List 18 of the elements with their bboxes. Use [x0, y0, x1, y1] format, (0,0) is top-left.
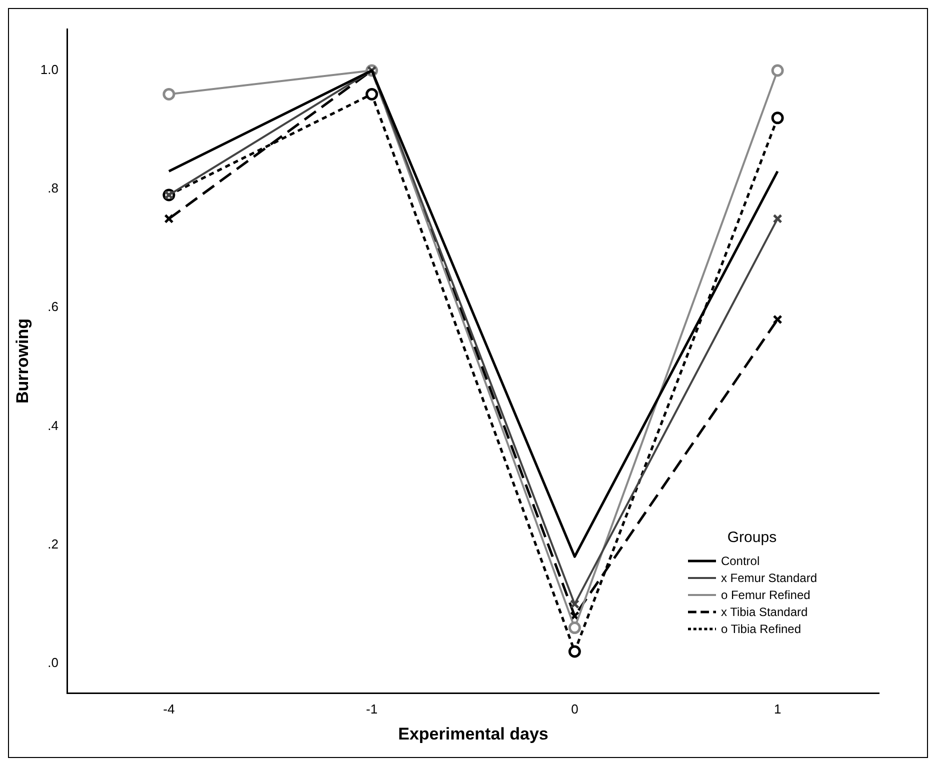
y-axis-title: Burrowing	[12, 318, 32, 404]
y-tick-label: .0	[48, 654, 58, 670]
x-tick-label: 1	[774, 701, 782, 716]
y-tick-label: .4	[48, 418, 58, 433]
legend-label: x Femur Standard	[720, 570, 817, 584]
legend-label: x Tibia Standard	[720, 604, 808, 618]
legend-label: Control	[720, 554, 760, 568]
y-tick-label: 1.0	[40, 62, 58, 78]
x-tick-label: 0	[571, 701, 578, 716]
y-tick-label: .2	[48, 536, 58, 552]
x-tick-label: -4	[163, 701, 175, 716]
legend-title: Groups	[726, 529, 778, 546]
legend-label: o Tibia Refined	[720, 622, 802, 636]
x-tick-label: -1	[366, 701, 378, 716]
y-tick-label: .8	[48, 180, 58, 196]
x-axis-title: Experimental days	[398, 724, 548, 744]
y-tick-label: .6	[48, 299, 58, 314]
legend-label: o Femur Refined	[720, 588, 810, 602]
